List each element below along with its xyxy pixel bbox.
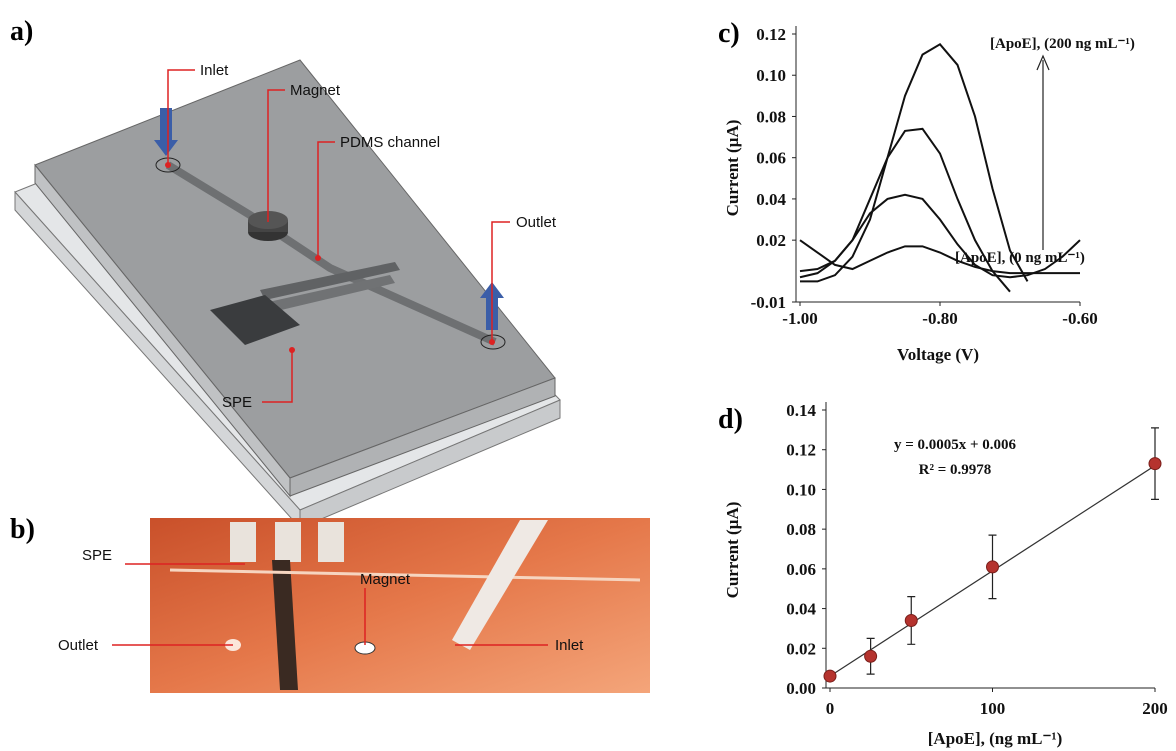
trend-arrow	[1036, 54, 1050, 71]
point	[1148, 457, 1162, 471]
y-tick-label: 0.06	[786, 560, 816, 579]
x-axis-label: [ApoE], (ng mL⁻¹)	[928, 729, 1063, 748]
leader-dot	[289, 347, 295, 353]
point	[823, 669, 837, 683]
spe	[210, 295, 300, 345]
top-plate-front	[289, 377, 556, 497]
panel-label: d)	[718, 404, 743, 435]
device-diagram: Inlet Magnet PDMS channel Outlet SPE	[14, 59, 561, 530]
clip	[275, 522, 301, 562]
y-tick-label: 0.08	[756, 107, 786, 126]
photo-label: Outlet	[58, 637, 99, 654]
leader-line	[167, 69, 195, 165]
inlet-arrow	[160, 108, 172, 142]
y-tick-label: 0.14	[786, 401, 816, 420]
electrode-track	[260, 262, 400, 300]
clip	[230, 522, 256, 562]
channel	[165, 161, 497, 346]
point	[986, 560, 999, 574]
annotation: [ApoE], (200 ng mL⁻¹)	[990, 36, 1135, 52]
diagram-label: Outlet	[516, 214, 557, 231]
y-axis-label: Current (µA)	[723, 120, 742, 217]
panel-label: a)	[10, 16, 33, 47]
x-tick-label: -0.60	[1062, 309, 1097, 328]
leader-dot	[489, 339, 495, 345]
diagram-label: Magnet	[290, 82, 341, 99]
y-tick-label: 0.10	[786, 480, 816, 499]
x-tick-label: 200	[1142, 699, 1168, 718]
x-tick-label: -1.00	[782, 309, 817, 328]
y-tick-label: 0.00	[786, 679, 816, 698]
curve	[800, 43, 1029, 283]
clip	[318, 522, 344, 562]
x-tick-label: 100	[980, 699, 1006, 718]
leader-line	[317, 141, 335, 258]
y-tick-label: 0.04	[756, 190, 786, 209]
leader-line	[262, 350, 293, 403]
device-photo: SPE Magnet Outlet Inlet	[58, 518, 650, 693]
photo-label: Magnet	[360, 571, 411, 588]
electrode	[272, 560, 298, 690]
diagram-label: SPE	[222, 394, 252, 411]
electrode-track	[255, 275, 395, 315]
annotation: R² = 0.9978	[919, 462, 992, 478]
photo-label: SPE	[82, 547, 112, 564]
diagram-label: Inlet	[200, 62, 229, 79]
panel-label: b)	[10, 514, 35, 545]
annotation: y = 0.0005x + 0.006	[894, 437, 1017, 453]
leader-dot	[315, 255, 321, 261]
photo-label: Inlet	[555, 637, 584, 654]
y-tick-label: 0.02	[786, 639, 816, 658]
x-axis-label: Voltage (V)	[897, 345, 979, 364]
y-tick-label: 0.12	[786, 441, 816, 460]
y-axis-label: Current (µA)	[723, 502, 742, 599]
port	[480, 334, 506, 350]
y-tick-label: 0.10	[756, 66, 786, 85]
y-tick-label: -0.01	[751, 293, 786, 312]
panel-label: c)	[718, 18, 740, 49]
photo	[150, 518, 650, 693]
x-tick-label: 0	[826, 699, 835, 718]
inlet-arrow	[154, 140, 178, 156]
leader-line	[267, 89, 285, 222]
leader-line	[491, 221, 510, 342]
y-tick-label: 0.12	[756, 25, 786, 44]
point	[864, 649, 878, 663]
y-tick-label: 0.06	[756, 149, 786, 168]
leader-dot	[165, 162, 171, 168]
curve	[799, 239, 1080, 275]
diagram-label: PDMS channel	[340, 134, 440, 151]
tubing	[452, 520, 548, 650]
y-tick-label: 0.08	[786, 520, 816, 539]
y-tick-label: 0.04	[786, 600, 816, 619]
y-tick-label: 0.02	[756, 231, 786, 250]
point	[904, 613, 918, 627]
x-tick-label: -0.80	[922, 309, 957, 328]
plate-edge	[169, 568, 641, 582]
